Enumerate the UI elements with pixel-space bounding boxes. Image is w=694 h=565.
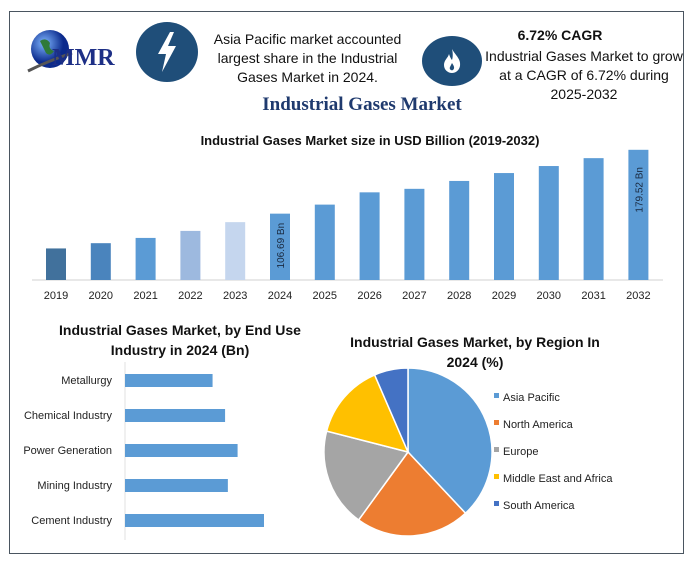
x-tick-2027: 2027: [402, 290, 426, 302]
x-tick-2025: 2025: [313, 290, 337, 302]
x-tick-2032: 2032: [626, 290, 650, 302]
pie-slice-south-america: [373, 367, 409, 453]
cagr-heading: 6.72% CAGR: [517, 27, 603, 43]
legend-label-1: North America: [503, 419, 574, 431]
pie-slice-north-america: [357, 450, 467, 537]
data-label-2032: 179.52 Bn: [634, 167, 645, 213]
bar-2019: [46, 248, 66, 280]
hbar-Cement Industry: [125, 514, 264, 527]
hbar-Metallurgy: [125, 374, 213, 387]
bar-2028: [449, 180, 470, 280]
bar-2027: [404, 188, 425, 280]
hbar-label-Power Generation: Power Generation: [23, 445, 112, 457]
hbar-label-Cement Industry: Cement Industry: [31, 515, 112, 527]
globe-logo-icon: [26, 27, 76, 82]
x-tick-2020: 2020: [89, 290, 113, 302]
page-title: Industrial Gases Market: [262, 94, 462, 115]
bar-2030: [538, 166, 559, 280]
x-tick-2021: 2021: [133, 290, 157, 302]
lightning-bolt-icon: [136, 22, 198, 82]
legend-swatch-1: [494, 420, 499, 425]
bar-2021: [135, 237, 156, 280]
x-tick-2026: 2026: [357, 290, 381, 302]
x-tick-2022: 2022: [178, 290, 202, 302]
x-tick-2030: 2030: [537, 290, 561, 302]
legend-swatch-3: [494, 474, 499, 479]
pie-chart-title: Industrial Gases Market, by Region In 20…: [350, 334, 600, 370]
legend-label-4: South America: [503, 500, 575, 512]
legend-label-2: Europe: [503, 446, 538, 458]
hbar-label-Metallurgy: Metallurgy: [61, 375, 112, 387]
bar-2024: [270, 213, 290, 280]
pie-slice-asia-pacific: [407, 367, 493, 515]
pie-slice-europe: [323, 430, 410, 522]
flame-icon: [422, 36, 482, 86]
x-tick-2024: 2024: [268, 290, 292, 302]
hbar-Chemical Industry: [125, 409, 226, 422]
legend-swatch-2: [494, 447, 499, 452]
legend-swatch-4: [494, 501, 499, 506]
bar-2025: [314, 204, 335, 280]
legend-label-0: Asia Pacific: [503, 392, 560, 404]
x-tick-2019: 2019: [44, 290, 68, 302]
cagr-note: Industrial Gases Market to grow at a CAG…: [485, 48, 683, 102]
bar-2022: [180, 230, 201, 280]
bar-2031: [583, 158, 604, 280]
asia-pacific-note: Asia Pacific market accounted largest sh…: [213, 31, 402, 85]
x-tick-2029: 2029: [492, 290, 516, 302]
legend-label-3: Middle East and Africa: [503, 473, 613, 485]
hbar-Power Generation: [125, 444, 238, 457]
bar-2026: [359, 192, 380, 280]
hbar-Mining Industry: [125, 479, 228, 492]
bar-2020: [90, 243, 111, 280]
bar-2029: [494, 173, 514, 280]
hbar-chart-title: Industrial Gases Market, by End Use Indu…: [59, 322, 301, 358]
data-label-2024: 106.69 Bn: [276, 223, 287, 269]
legend-swatch-0: [494, 393, 499, 398]
bar-chart-title: Industrial Gases Market size in USD Bill…: [200, 133, 540, 148]
hbar-label-Chemical Industry: Chemical Industry: [24, 410, 113, 422]
bar-2023: [225, 222, 246, 280]
x-tick-2031: 2031: [581, 290, 605, 302]
hbar-label-Mining Industry: Mining Industry: [37, 480, 112, 492]
x-tick-2028: 2028: [447, 290, 471, 302]
bar-2032: [628, 149, 649, 280]
x-tick-2023: 2023: [223, 290, 247, 302]
pie-slice-middle-east-and-africa: [325, 373, 410, 454]
frame-border: [9, 11, 684, 554]
logo-text: MMR: [52, 45, 115, 71]
